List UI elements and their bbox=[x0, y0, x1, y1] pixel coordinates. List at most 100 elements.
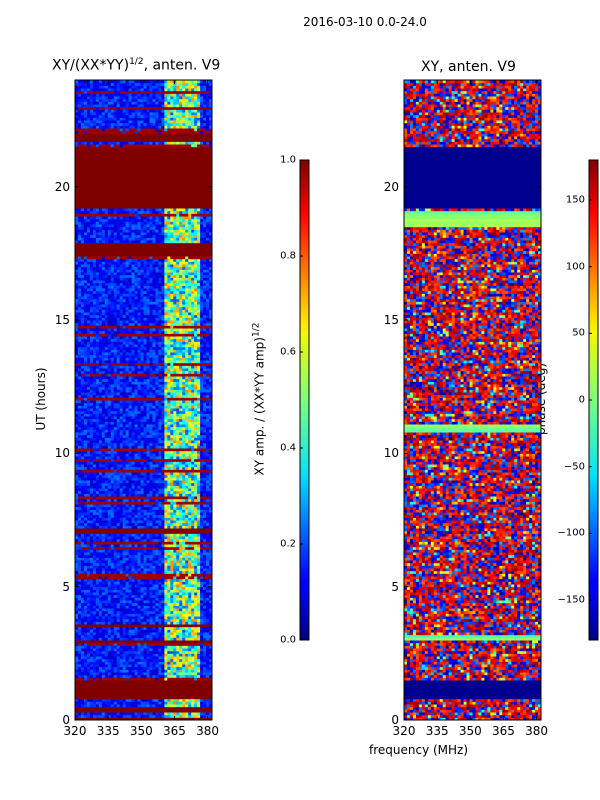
heatmap-cell bbox=[116, 597, 121, 601]
heatmap-cell bbox=[188, 514, 192, 518]
heatmap-cell bbox=[179, 544, 183, 548]
heatmap-cell bbox=[104, 586, 109, 590]
heatmap-cell bbox=[182, 658, 186, 662]
heatmap-cell bbox=[194, 653, 198, 657]
heatmap-cell bbox=[137, 658, 142, 662]
heatmap-cell bbox=[203, 594, 207, 598]
heatmap-cell bbox=[137, 485, 142, 489]
heatmap-cell bbox=[173, 469, 177, 473]
heatmap-cell bbox=[104, 426, 109, 430]
heatmap-cell bbox=[131, 584, 136, 588]
heatmap-cell bbox=[107, 480, 112, 484]
heatmap-cell bbox=[164, 474, 168, 478]
heatmap-cell bbox=[92, 552, 97, 556]
heatmap-cell bbox=[200, 714, 204, 718]
heatmap-cell bbox=[149, 504, 153, 508]
heatmap-cell bbox=[206, 613, 210, 617]
heatmap-cell bbox=[206, 440, 210, 444]
heatmap-cell bbox=[173, 642, 177, 646]
heatmap-cell bbox=[170, 488, 174, 492]
heatmap-cell bbox=[152, 405, 156, 409]
heatmap-cell bbox=[200, 432, 204, 436]
heatmap-cell bbox=[107, 626, 112, 630]
figure-title: 2016-03-10 0.0-24.0 bbox=[303, 15, 427, 29]
heatmap-cell bbox=[152, 517, 156, 521]
heatmap-cell bbox=[104, 480, 109, 484]
heatmap-cell bbox=[98, 712, 103, 716]
heatmap-cell bbox=[140, 634, 144, 638]
heatmap-cell bbox=[110, 629, 115, 633]
heatmap-cell bbox=[200, 522, 204, 526]
heatmap-cell bbox=[170, 477, 174, 481]
heatmap-cell bbox=[98, 440, 103, 444]
heatmap-cell bbox=[122, 533, 127, 537]
heatmap-cell bbox=[146, 568, 150, 572]
heatmap-cell bbox=[155, 432, 159, 436]
heatmap-cell bbox=[128, 602, 133, 606]
heatmap-cell bbox=[191, 560, 195, 564]
heatmap-cell bbox=[98, 634, 103, 638]
heatmap-cell bbox=[179, 469, 183, 473]
heatmap-cell bbox=[104, 541, 109, 545]
heatmap-cell bbox=[107, 552, 112, 556]
heatmap-cell bbox=[155, 586, 159, 590]
heatmap-cell bbox=[173, 669, 177, 673]
heatmap-cell bbox=[75, 714, 79, 718]
heatmap-cell bbox=[116, 632, 121, 636]
heatmap-cell bbox=[80, 669, 85, 673]
heatmap-cell bbox=[134, 440, 139, 444]
heatmap-cell bbox=[107, 592, 112, 596]
heatmap-cell bbox=[185, 669, 189, 673]
heatmap-cell bbox=[131, 501, 136, 505]
heatmap-cell bbox=[101, 490, 106, 494]
heatmap-cell bbox=[140, 496, 144, 500]
heatmap-cell bbox=[188, 629, 192, 633]
heatmap-cell bbox=[146, 642, 150, 646]
heatmap-cell bbox=[101, 704, 106, 708]
heatmap-cell bbox=[146, 602, 150, 606]
heatmap-cell bbox=[179, 568, 183, 572]
heatmap-cell bbox=[75, 488, 79, 492]
heatmap-cell bbox=[134, 674, 139, 678]
heatmap-cell bbox=[197, 594, 201, 598]
heatmap-cell bbox=[182, 397, 186, 401]
heatmap-cell bbox=[200, 605, 204, 609]
heatmap-cell bbox=[128, 616, 133, 620]
heatmap-cell bbox=[155, 629, 159, 633]
heatmap-cell bbox=[107, 538, 112, 542]
heatmap-cell bbox=[158, 669, 162, 673]
heatmap-cell bbox=[194, 536, 198, 540]
heatmap-cell bbox=[113, 416, 118, 420]
heatmap-cell bbox=[95, 410, 100, 414]
heatmap-cell bbox=[107, 514, 112, 518]
heatmap-cell bbox=[86, 533, 91, 537]
heatmap-cell bbox=[80, 525, 85, 529]
heatmap-cell bbox=[77, 674, 82, 678]
heatmap-cell bbox=[200, 581, 204, 585]
heatmap-cell bbox=[128, 517, 133, 521]
heatmap-cell bbox=[203, 458, 207, 462]
heatmap-cell bbox=[200, 645, 204, 649]
heatmap-cell bbox=[113, 402, 118, 406]
heatmap-cell bbox=[194, 634, 198, 638]
heatmap-cell bbox=[149, 474, 153, 478]
heatmap-cell bbox=[176, 416, 180, 420]
heatmap-cell bbox=[80, 429, 85, 433]
heatmap-cell bbox=[203, 549, 207, 553]
heatmap-cell bbox=[155, 437, 159, 441]
heatmap-cell bbox=[116, 666, 121, 670]
heatmap-cell bbox=[89, 416, 94, 420]
heatmap-cell bbox=[113, 453, 118, 457]
flagged-row bbox=[75, 685, 212, 689]
heatmap-cell bbox=[131, 445, 136, 449]
heatmap-cell bbox=[95, 437, 100, 441]
heatmap-cell bbox=[77, 458, 82, 462]
heatmap-cell bbox=[92, 568, 97, 572]
heatmap-cell bbox=[167, 664, 171, 668]
heatmap-cell bbox=[149, 405, 153, 409]
heatmap-cell bbox=[86, 661, 91, 665]
heatmap-cell bbox=[167, 605, 171, 609]
heatmap-cell bbox=[83, 488, 88, 492]
heatmap-cell bbox=[98, 408, 103, 412]
heatmap-cell bbox=[179, 613, 183, 617]
